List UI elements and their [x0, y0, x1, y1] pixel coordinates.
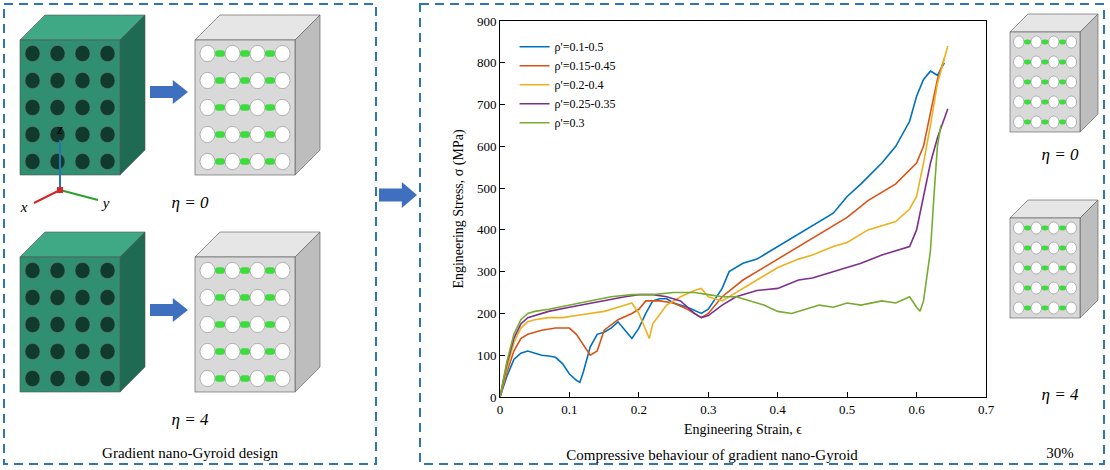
svg-text:400: 400 — [477, 222, 497, 237]
svg-text:0.6: 0.6 — [908, 402, 925, 417]
svg-text:500: 500 — [477, 181, 497, 196]
svg-text:100: 100 — [477, 348, 497, 363]
svg-text:900: 900 — [477, 14, 497, 29]
svg-text:0.7: 0.7 — [978, 402, 995, 417]
svg-text:0.3: 0.3 — [700, 402, 716, 417]
svg-text:ρ'=0.2-0.4: ρ'=0.2-0.4 — [555, 78, 604, 92]
svg-text:700: 700 — [477, 97, 497, 112]
svg-text:η = 4: η = 4 — [172, 410, 209, 429]
svg-text:0.1: 0.1 — [561, 402, 577, 417]
svg-text:Engineering Strain, ϵ: Engineering Strain, ϵ — [684, 422, 802, 437]
svg-text:0: 0 — [497, 402, 504, 417]
svg-text:ρ'=0.1-0.5: ρ'=0.1-0.5 — [555, 40, 604, 54]
svg-text:ρ'=0.15-0.45: ρ'=0.15-0.45 — [555, 59, 616, 73]
svg-text:Gradient nano-Gyroid design: Gradient nano-Gyroid design — [102, 445, 278, 461]
svg-text:Engineering Stress, σ (MPa): Engineering Stress, σ (MPa) — [451, 129, 467, 289]
svg-text:η = 0: η = 0 — [1042, 145, 1079, 164]
svg-text:η = 4: η = 4 — [1042, 385, 1079, 404]
svg-text:ρ'=0.25-0.35: ρ'=0.25-0.35 — [555, 97, 616, 111]
svg-text:0.2: 0.2 — [631, 402, 647, 417]
svg-text:0.4: 0.4 — [770, 402, 787, 417]
svg-text:30%: 30% — [1046, 445, 1074, 461]
svg-text:ρ'=0.3: ρ'=0.3 — [555, 116, 585, 130]
svg-text:x: x — [20, 199, 28, 215]
svg-text:Compressive behaviour of gradi: Compressive behaviour of gradient nano-G… — [566, 447, 858, 463]
svg-text:0.5: 0.5 — [839, 402, 855, 417]
svg-text:η = 0: η = 0 — [172, 193, 209, 212]
svg-text:0: 0 — [490, 390, 497, 405]
svg-text:200: 200 — [477, 306, 497, 321]
svg-text:600: 600 — [477, 139, 497, 154]
svg-text:300: 300 — [477, 264, 497, 279]
svg-text:y: y — [101, 195, 110, 211]
svg-text:z: z — [56, 121, 63, 137]
svg-text:800: 800 — [477, 55, 497, 70]
